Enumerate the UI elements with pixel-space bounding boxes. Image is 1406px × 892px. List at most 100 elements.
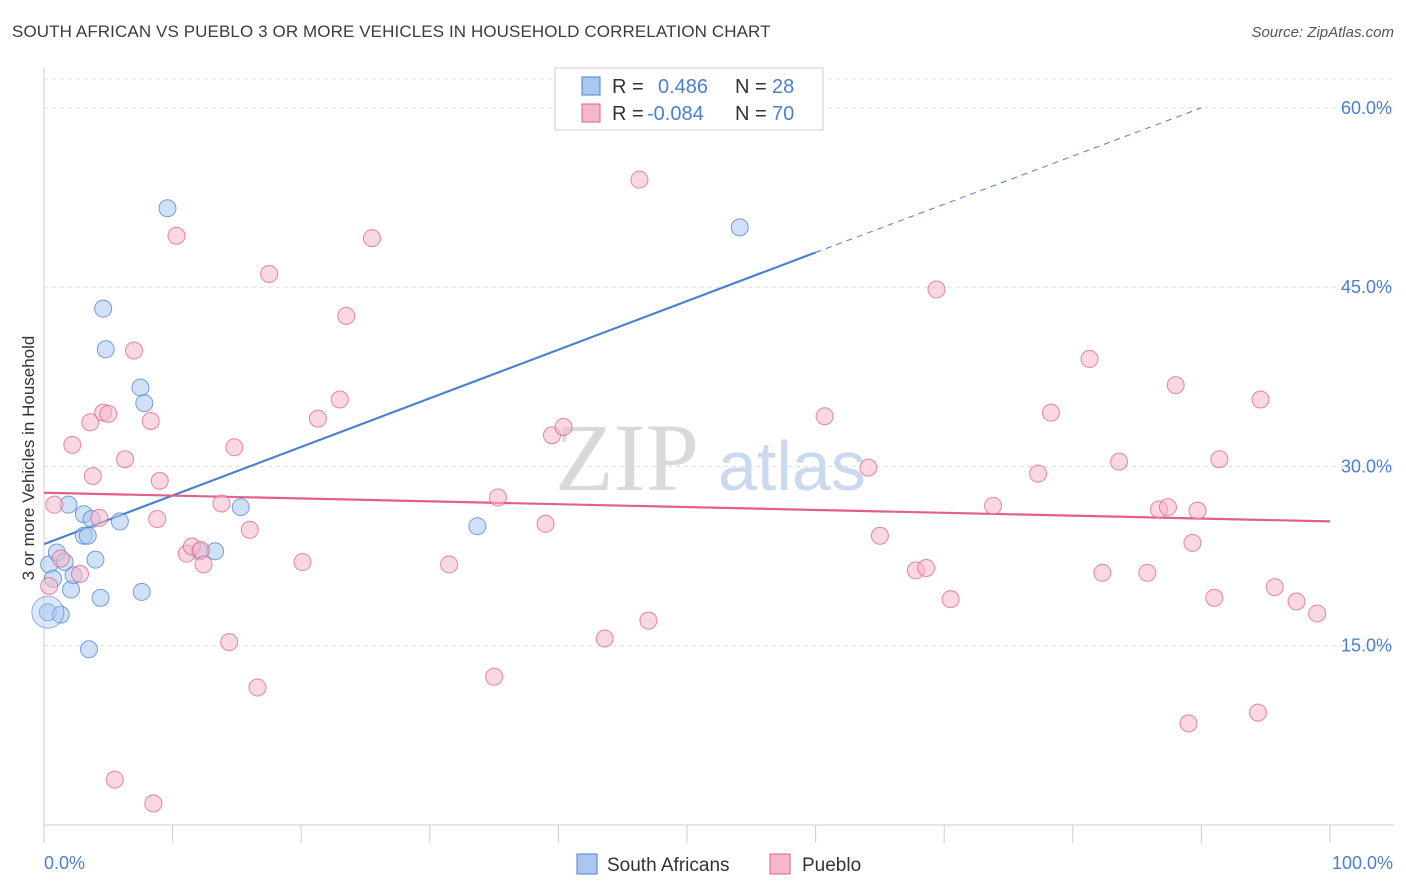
x-tick-labels: 0.0% 100.0% xyxy=(44,853,1393,873)
y-axis-label: 3 or more Vehicles in Household xyxy=(19,336,38,581)
pueblo-point xyxy=(105,770,124,789)
trend-lines xyxy=(43,107,1331,546)
pueblo-point xyxy=(144,794,163,813)
y-tick-label: 60.0% xyxy=(1341,98,1392,118)
legend-n-label: N = xyxy=(735,76,767,98)
grid-lines xyxy=(44,78,1392,647)
pueblo-point xyxy=(45,495,64,514)
pueblo-point xyxy=(330,390,349,409)
legend-r-label: R = xyxy=(612,103,644,125)
axes xyxy=(43,68,1394,843)
pueblo-point xyxy=(1205,588,1224,607)
pueblo-point xyxy=(40,576,59,595)
pueblo-point xyxy=(1029,464,1048,483)
pueblo-point xyxy=(595,629,614,648)
pueblo-point xyxy=(554,417,573,436)
pueblo-point xyxy=(1183,533,1202,552)
y-tick-label: 45.0% xyxy=(1341,277,1392,297)
legend-label-pueblo: Pueblo xyxy=(802,855,861,876)
pueblo-trend-line xyxy=(43,491,1331,523)
legend-n-label: N = xyxy=(735,103,767,125)
legend-swatch-pink xyxy=(581,103,601,123)
y-tick-labels: 15.0% 30.0% 45.0% 60.0% xyxy=(1341,98,1392,656)
south-africans-point xyxy=(132,582,151,601)
pueblo-point xyxy=(212,494,231,513)
legend-swatch-south-africans xyxy=(576,853,598,875)
legend-swatch-pueblo xyxy=(769,853,791,875)
watermark-atlas: atlas xyxy=(718,427,866,505)
south-africans-point xyxy=(80,640,99,659)
y-tick-label: 30.0% xyxy=(1341,456,1392,476)
pueblo-point xyxy=(51,549,70,568)
south-africans-point xyxy=(86,550,105,569)
south-africans-point xyxy=(110,512,129,531)
pueblo-point xyxy=(125,341,144,360)
pueblo-point xyxy=(917,559,936,578)
legend-swatch-blue xyxy=(581,76,601,96)
south-africans-point xyxy=(468,517,487,536)
legend-r-value: 0.486 xyxy=(658,76,708,98)
pueblo-point xyxy=(337,306,356,325)
series-legend: South Africans Pueblo xyxy=(576,853,861,876)
south-africans-point xyxy=(131,378,150,397)
pueblo-point xyxy=(1188,501,1207,520)
x-tick-label: 100.0% xyxy=(1332,853,1393,873)
south-africans-point xyxy=(231,498,250,517)
pueblo-point xyxy=(99,404,118,423)
pueblo-point xyxy=(248,678,267,697)
south-africans-point xyxy=(96,340,115,359)
x-tick-label: 0.0% xyxy=(44,853,85,873)
pueblo-point xyxy=(1166,376,1185,395)
pueblo-point xyxy=(150,471,169,490)
pueblo-point xyxy=(1080,349,1099,368)
pueblo-point xyxy=(1158,498,1177,517)
chart-title: SOUTH AFRICAN VS PUEBLO 3 OR MORE VEHICL… xyxy=(12,22,771,41)
south-africans-point xyxy=(158,199,177,218)
pueblo-point xyxy=(859,458,878,477)
south-africans-point xyxy=(135,394,154,413)
pueblo-point xyxy=(83,466,102,485)
south-africans-point xyxy=(78,526,97,545)
watermark-zip: ZIP xyxy=(555,404,699,511)
legend-r-label: R = xyxy=(612,76,644,98)
pueblo-point xyxy=(308,409,327,428)
pueblo-point xyxy=(815,407,834,426)
pueblo-point xyxy=(260,264,279,283)
legend-r-value: -0.084 xyxy=(647,103,704,125)
legend-label-south-africans: South Africans xyxy=(607,855,730,876)
pueblo-point xyxy=(1248,703,1267,722)
pueblo-point xyxy=(1308,604,1327,623)
watermark: ZIP atlas xyxy=(555,404,866,511)
pueblo-point xyxy=(984,496,1003,515)
pueblo-point xyxy=(116,450,135,469)
pueblo-point xyxy=(485,667,504,686)
pueblo-point xyxy=(240,520,259,539)
pueblo-point xyxy=(1265,578,1284,597)
pueblo-point xyxy=(71,565,90,583)
pueblo-point xyxy=(293,553,312,572)
data-points xyxy=(31,170,1327,813)
pueblo-point xyxy=(194,555,213,574)
pueblo-point xyxy=(225,438,244,457)
source-label: Source: ZipAtlas.com xyxy=(1251,24,1394,41)
south-africans-point xyxy=(91,588,110,607)
pueblo-point xyxy=(941,590,960,609)
pueblo-point xyxy=(1251,390,1270,409)
pueblo-point xyxy=(63,435,82,454)
pueblo-point xyxy=(1041,403,1060,422)
pueblo-point xyxy=(148,510,167,529)
pueblo-point xyxy=(90,508,109,527)
pueblo-point xyxy=(927,280,946,299)
pueblo-point xyxy=(167,226,186,245)
pueblo-point xyxy=(1179,714,1198,733)
pueblo-point xyxy=(362,229,381,248)
pueblo-point xyxy=(141,412,160,431)
pueblo-point xyxy=(1138,563,1157,582)
pueblo-point xyxy=(488,488,507,507)
south-africans-point-large xyxy=(31,595,65,629)
pueblo-point xyxy=(1287,592,1306,611)
pueblo-point xyxy=(1110,452,1129,471)
legend-n-value: 28 xyxy=(772,76,794,98)
pueblo-point xyxy=(870,526,889,545)
